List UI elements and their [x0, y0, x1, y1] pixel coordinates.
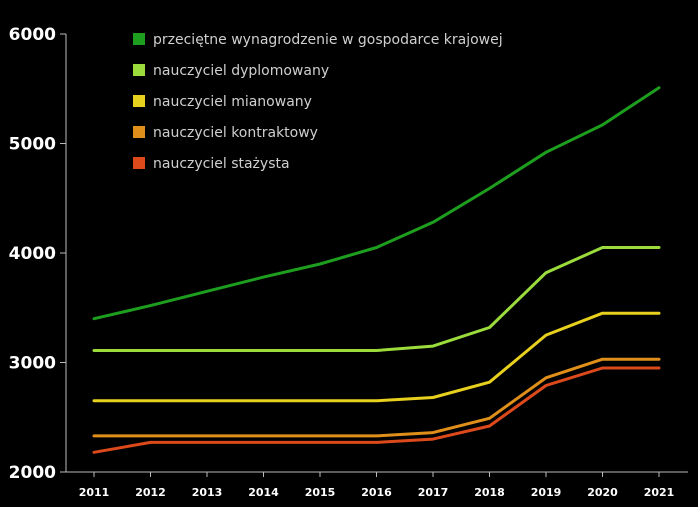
x-tick-label: 2011	[79, 486, 110, 499]
legend-swatch	[133, 95, 145, 107]
series-line-2	[92, 246, 661, 352]
legend-swatch	[133, 126, 145, 138]
x-tick-label: 2020	[587, 486, 618, 499]
legend: przeciętne wynagrodzenie w gospodarce kr…	[133, 32, 503, 172]
series-line-1	[92, 86, 661, 321]
legend-label: nauczyciel stażysta	[153, 156, 290, 172]
x-tick-label: 2014	[248, 486, 279, 499]
legend-swatch	[133, 33, 145, 45]
y-tick-label: 3000	[9, 354, 56, 374]
x-tick-label: 2015	[305, 486, 336, 499]
x-tick-label: 2013	[192, 486, 223, 499]
legend-swatch	[133, 157, 145, 169]
legend-label: nauczyciel dyplomowany	[153, 63, 329, 79]
y-tick-label: 5000	[9, 135, 56, 155]
legend-label: nauczyciel mianowany	[153, 94, 312, 110]
series-line-5	[92, 366, 661, 454]
x-tick-label: 2017	[418, 486, 449, 499]
series-line-4	[92, 357, 661, 438]
legend-label: nauczyciel kontraktowy	[153, 125, 318, 141]
legend-swatch	[133, 64, 145, 76]
series-lines	[92, 86, 661, 454]
y-tick-label: 4000	[9, 244, 56, 264]
x-tick-label: 2018	[474, 486, 505, 499]
x-tick-label: 2012	[135, 486, 166, 499]
y-ticks: 2000 3000 4000 5000 6000	[9, 25, 66, 483]
x-tick-label: 2016	[361, 486, 392, 499]
y-tick-label: 6000	[9, 25, 56, 45]
legend-label: przeciętne wynagrodzenie w gospodarce kr…	[153, 32, 503, 48]
x-tick-label: 2019	[531, 486, 562, 499]
y-tick-label: 2000	[9, 463, 56, 483]
x-tick-label: 2021	[644, 486, 675, 499]
series-line-3	[92, 311, 661, 403]
x-ticks: 2011 2012 2013 2014 2015 2016 2017 2018 2019 2020…	[79, 472, 675, 499]
